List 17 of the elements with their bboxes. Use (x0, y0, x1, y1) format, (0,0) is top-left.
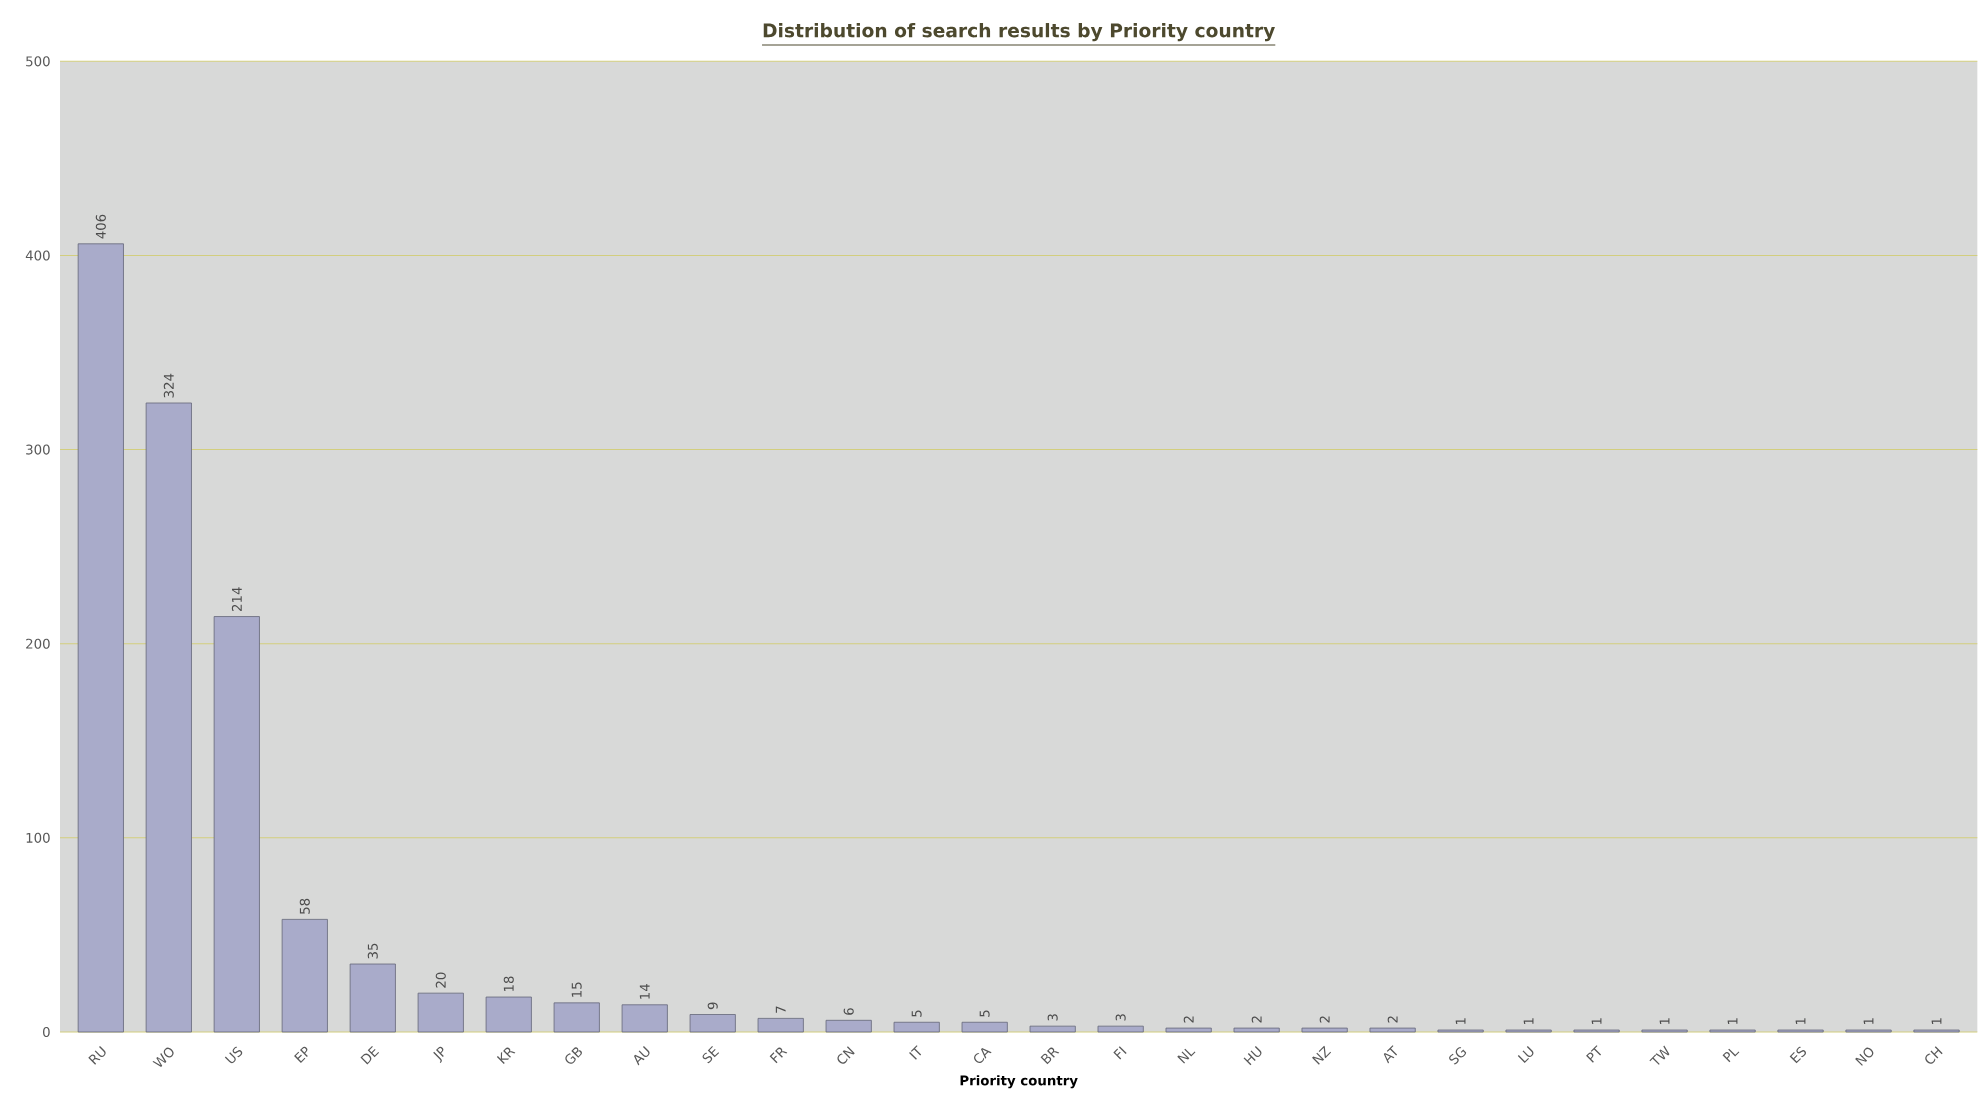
bar (961, 1021, 1008, 1033)
bar (281, 918, 328, 1033)
bar (553, 1002, 600, 1033)
chart-title: Distribution of search results by Priority country (763, 23, 1275, 42)
bar (893, 1021, 940, 1033)
bar (213, 616, 260, 1033)
bar (689, 1014, 736, 1033)
bar (417, 992, 464, 1033)
bar (485, 996, 532, 1033)
bar (1097, 1025, 1144, 1033)
bar (1029, 1025, 1076, 1033)
bar (621, 1004, 668, 1033)
bar (757, 1017, 804, 1033)
bar (77, 243, 124, 1033)
bar (145, 402, 192, 1033)
bar (825, 1019, 872, 1033)
bar (349, 963, 396, 1033)
